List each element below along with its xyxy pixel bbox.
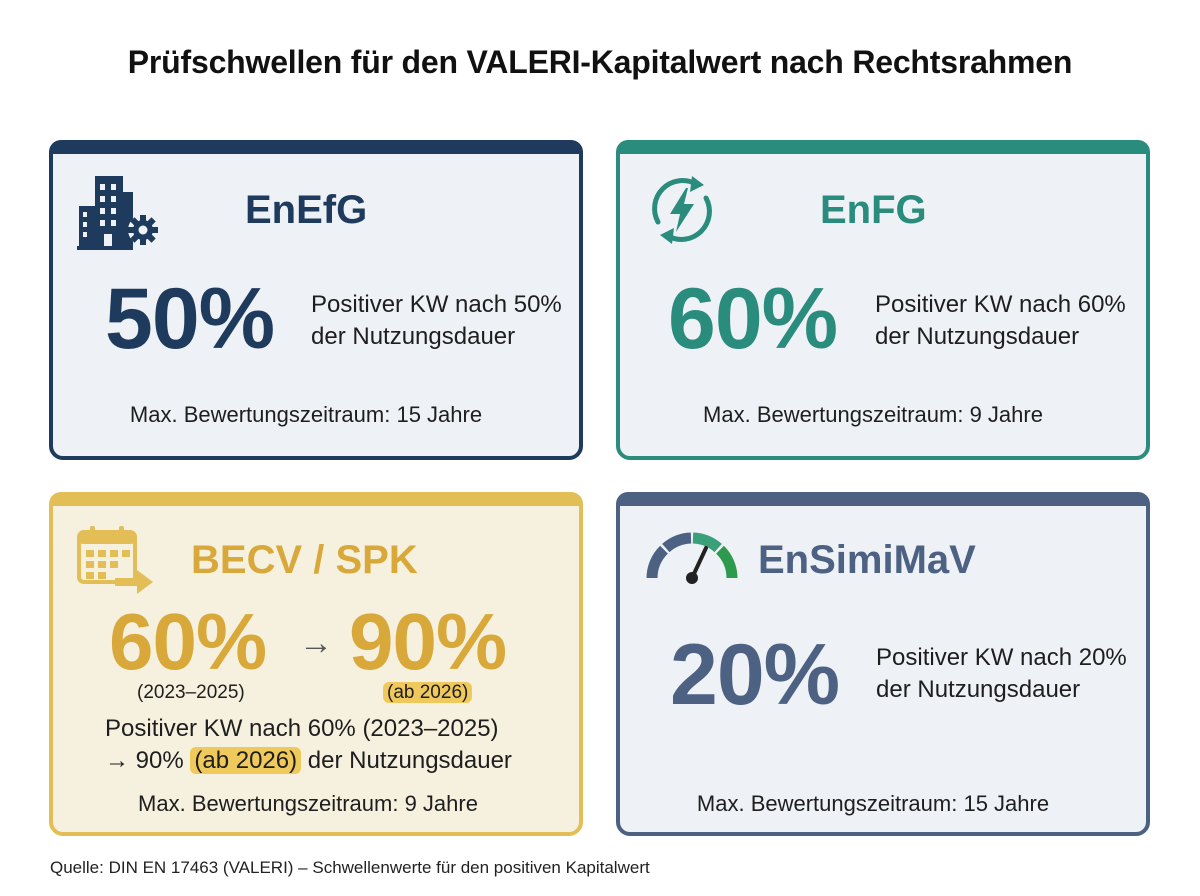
building-gear-icon [77,176,158,250]
threshold-description: Positiver KW nach 20% der Nutzungsdauer [876,644,1127,703]
label-period-from: (2023–2025) [137,682,245,703]
card-title: EnSimiMaV [758,538,976,582]
card-enfg: EnFG 60% Positiver KW nach 60% der Nutzu… [616,140,1150,460]
calendar-arrow-icon [77,526,153,594]
threshold-description: Positiver KW nach 60% der Nutzungsdauer [875,291,1126,350]
label-period-to: (ab 2026) [383,682,473,704]
threshold-value: 20% [670,627,840,723]
evaluation-period: Max. Bewertungszeitraum: 15 Jahre [129,402,483,427]
card-ensimimav: EnSimiMaV 20% Positiver KW nach 20% der … [616,492,1150,836]
card-title: EnEfG [245,188,368,232]
card-topbar [616,140,1150,154]
evaluation-period: Max. Bewertungszeitraum: 9 Jahre [703,402,1043,427]
page-title: Prüfschwellen für den VALERI-Kapitalwert… [127,44,1073,80]
threshold-description: Positiver KW nach 50% der Nutzungsdauer [311,291,562,350]
energy-cycle-icon [652,176,712,244]
gauge-icon [646,532,738,584]
arrow-glyph: → [299,624,333,662]
threshold-description: Positiver KW nach 60% (2023–2025) → 90% … [105,715,512,774]
card-becv-spk: BECV / SPK 60% → 90% (2023–2025) (ab 202… [49,492,583,836]
card-title: EnFG [820,188,927,232]
card-topbar [49,492,583,506]
threshold-value: 60% [668,271,838,367]
card-title: BECV / SPK [191,538,418,582]
evaluation-period: Max. Bewertungszeitraum: 15 Jahre [696,791,1050,816]
threshold-value-from: 60% [109,597,267,686]
card-enefg: EnEfG 50% Positiver KW nach 50% der Nutz… [49,140,583,460]
card-topbar [616,492,1150,506]
threshold-value: 50% [105,271,275,367]
evaluation-period: Max. Bewertungszeitraum: 9 Jahre [138,791,478,816]
threshold-value-to: 90% [349,597,507,686]
card-topbar [49,140,583,154]
source-note: Quelle: DIN EN 17463 (VALERI) – Schwelle… [50,858,650,877]
